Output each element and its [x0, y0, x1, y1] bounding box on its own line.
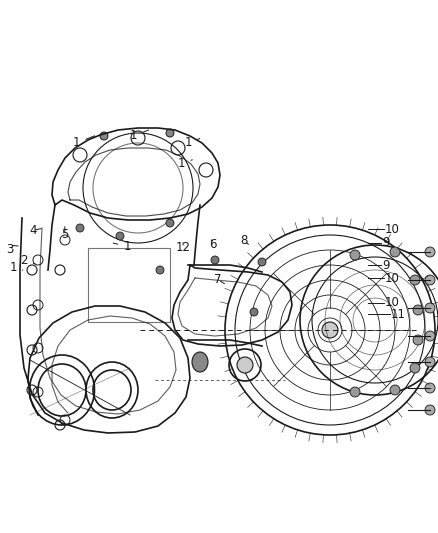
- Circle shape: [425, 331, 435, 341]
- Circle shape: [237, 357, 253, 373]
- Circle shape: [390, 247, 400, 257]
- Circle shape: [425, 275, 435, 285]
- Circle shape: [425, 405, 435, 415]
- Text: 12: 12: [176, 241, 191, 254]
- Text: 3: 3: [6, 243, 13, 256]
- Text: 1: 1: [184, 136, 200, 149]
- Circle shape: [425, 303, 435, 313]
- Ellipse shape: [192, 352, 208, 372]
- Circle shape: [410, 363, 420, 373]
- Circle shape: [258, 258, 266, 266]
- Circle shape: [410, 275, 420, 285]
- Text: 5: 5: [61, 228, 68, 241]
- Text: 10: 10: [385, 296, 399, 309]
- Circle shape: [350, 250, 360, 260]
- Circle shape: [76, 224, 84, 232]
- Text: 10: 10: [385, 223, 399, 236]
- Text: 10: 10: [385, 272, 399, 285]
- Circle shape: [250, 308, 258, 316]
- Circle shape: [211, 256, 219, 264]
- Text: 1: 1: [178, 157, 192, 170]
- Text: 4: 4: [29, 224, 37, 237]
- Text: 9: 9: [382, 236, 389, 249]
- Text: 7: 7: [214, 273, 222, 286]
- Circle shape: [425, 383, 435, 393]
- Circle shape: [350, 387, 360, 397]
- Circle shape: [166, 219, 174, 227]
- Text: 6: 6: [209, 238, 217, 251]
- Text: 1: 1: [73, 136, 95, 149]
- Text: 1: 1: [130, 130, 148, 142]
- Text: 11: 11: [391, 308, 406, 321]
- Circle shape: [116, 232, 124, 240]
- Circle shape: [425, 247, 435, 257]
- Text: 9: 9: [382, 259, 389, 272]
- Circle shape: [413, 335, 423, 345]
- Circle shape: [100, 132, 108, 140]
- Text: 2: 2: [20, 254, 35, 266]
- Text: 8: 8: [241, 235, 248, 247]
- Circle shape: [413, 305, 423, 315]
- Circle shape: [322, 322, 338, 338]
- Text: 1: 1: [9, 261, 23, 274]
- Circle shape: [390, 385, 400, 395]
- Circle shape: [166, 129, 174, 137]
- Text: 1: 1: [113, 240, 131, 253]
- Circle shape: [156, 266, 164, 274]
- Circle shape: [425, 357, 435, 367]
